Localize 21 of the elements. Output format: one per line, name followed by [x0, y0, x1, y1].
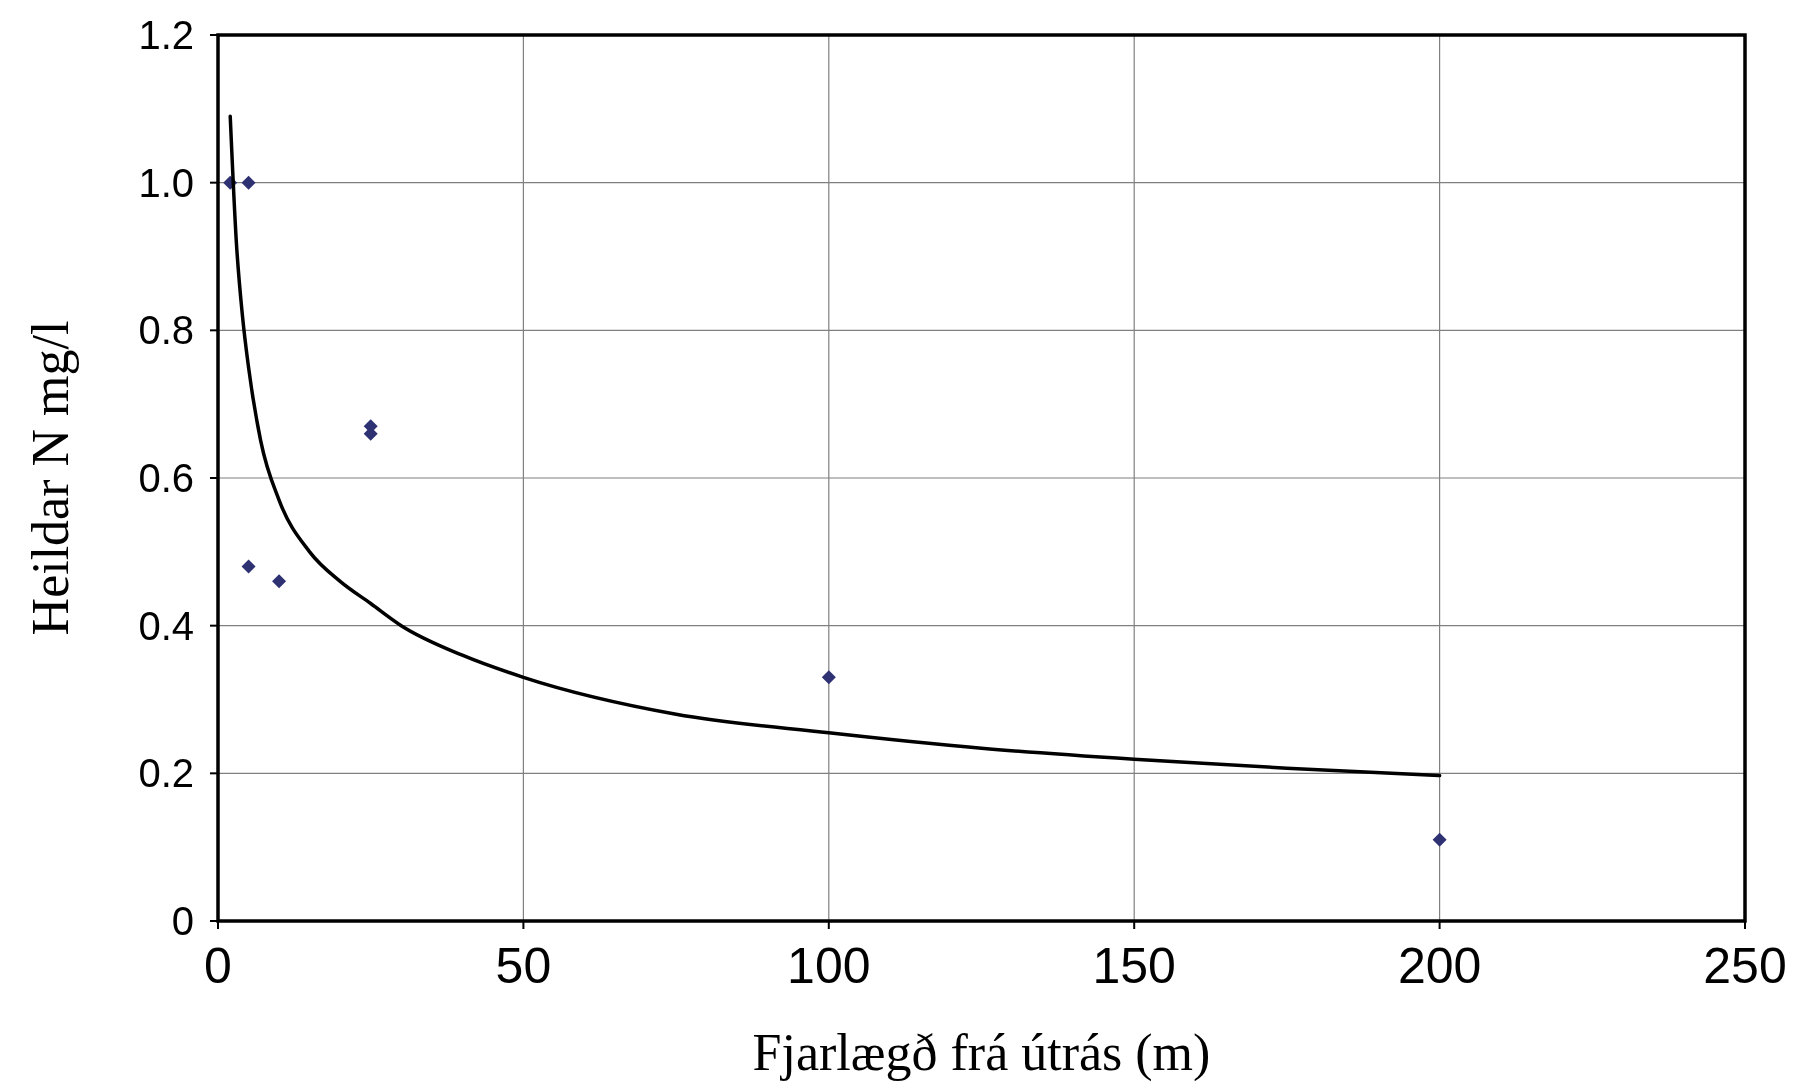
- y-tick-label: 0.2: [138, 751, 194, 796]
- point: [1432, 832, 1447, 847]
- y-tick-label: 0: [171, 899, 194, 943]
- point: [241, 559, 256, 574]
- y-tick-label: 0.6: [138, 456, 194, 500]
- x-axis-title: Fjarlægð frá útrás (m): [752, 1024, 1211, 1082]
- y-axis-title: Heildar N mg/l: [22, 320, 79, 636]
- x-tick-label: 200: [1397, 938, 1482, 994]
- y-tick-label: 1.0: [138, 160, 194, 205]
- y-tick-label: 1.2: [138, 13, 194, 57]
- line-series: [228, 114, 1442, 778]
- x-tick-label: 100: [787, 938, 871, 994]
- y-tick-label: 0.4: [138, 603, 194, 648]
- point: [272, 574, 287, 589]
- y-tick-label: 0.8: [138, 308, 194, 353]
- x-tick-label: 50: [495, 938, 552, 994]
- point: [241, 175, 256, 190]
- x-tick-label: 250: [1703, 938, 1787, 994]
- point: [821, 670, 836, 685]
- x-tick-label: 150: [1092, 938, 1176, 994]
- x-tick-label: 0: [204, 938, 232, 994]
